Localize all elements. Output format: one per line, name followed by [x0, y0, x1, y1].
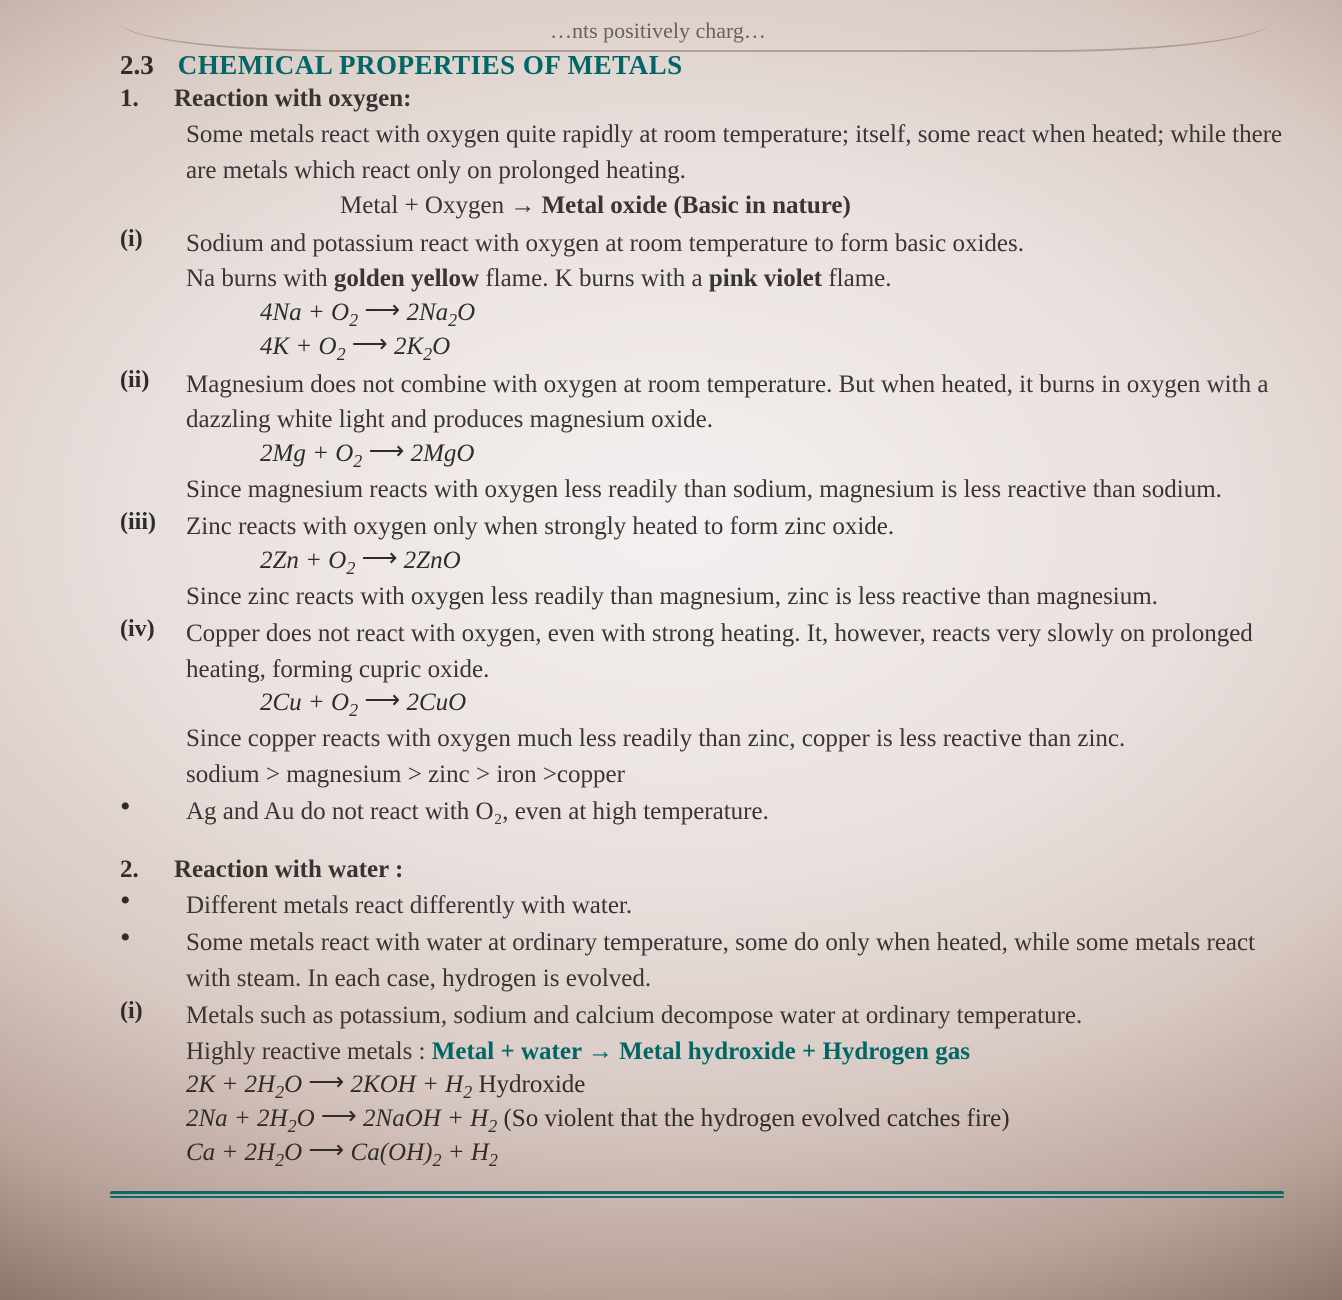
roman-i-2: (i) — [120, 998, 174, 1171]
item-1-intro: Some metals react with oxygen quite rapi… — [186, 117, 1284, 188]
page-top-curve — [120, 22, 1270, 52]
general-equation: Metal + Oxygen → Metal oxide (Basic in n… — [340, 188, 1284, 224]
p2-i-text: Metals such as potassium, sodium and cal… — [186, 998, 1284, 1034]
bottom-rule — [110, 1191, 1284, 1198]
bullet-icon: • — [120, 925, 174, 996]
roman-ii: (ii) — [120, 367, 174, 438]
eq-k: 4K + O2 ⟶ 2K2O — [260, 331, 1284, 365]
ii-text: Magnesium does not combine with oxygen a… — [186, 367, 1284, 438]
reactivity-order: sodium > magnesium > zinc > iron >copper — [186, 757, 1284, 793]
item-2-heading: Reaction with water : — [174, 856, 403, 884]
eq-koh: 2K + 2H2O ⟶ 2KOH + H2 Hydroxide — [186, 1069, 1284, 1103]
eq-cu: 2Cu + O2 ⟶ 2CuO — [260, 687, 1284, 721]
general-eq-pre: Metal + Oxygen → — [340, 192, 542, 219]
section-number: 2.3 — [120, 50, 154, 81]
item-2-number: 2. — [120, 856, 150, 884]
agau-bullet: Ag and Au do not react with O₂, even at … — [186, 794, 1284, 830]
roman-iv: (iv) — [120, 616, 174, 687]
item-1-number: 1. — [120, 85, 150, 113]
ii-after: Since magnesium reacts with oxygen less … — [186, 472, 1284, 508]
iv-after: Since copper reacts with oxygen much les… — [186, 721, 1284, 757]
bullet-icon: • — [120, 888, 174, 924]
iv-text: Copper does not react with oxygen, even … — [186, 616, 1284, 687]
iii-after: Since zinc reacts with oxygen less readi… — [186, 579, 1284, 615]
p2-b1: Different metals react differently with … — [186, 888, 1284, 924]
item-1-heading: Reaction with oxygen: — [174, 85, 411, 113]
eq-zn: 2Zn + O2 ⟶ 2ZnO — [260, 545, 1284, 579]
section-title: CHEMICAL PROPERTIES OF METALS — [178, 50, 683, 81]
eq-caoh: Ca + 2H2O ⟶ Ca(OH)2 + H2 — [186, 1137, 1284, 1171]
iii-text: Zinc reacts with oxygen only when strong… — [186, 509, 1284, 545]
eq-naoh: 2Na + 2H2O ⟶ 2NaOH + H2 (So violent that… — [186, 1103, 1284, 1137]
eq-na: 4Na + O2 ⟶ 2Na2O — [260, 297, 1284, 331]
p2-b2: Some metals react with water at ordinary… — [186, 925, 1284, 996]
eq-mg: 2Mg + O2 ⟶ 2MgO — [260, 438, 1284, 472]
bullet-icon: • — [120, 794, 174, 830]
page-content: …nts positively charg… 2.3 CHEMICAL PROP… — [0, 0, 1342, 1218]
roman-i: (i) — [120, 226, 174, 297]
general-eq-post: Metal oxide (Basic in nature) — [542, 192, 851, 219]
roman-iii: (iii) — [120, 509, 174, 545]
i-text-a: Sodium and potassium react with oxygen a… — [186, 226, 1284, 262]
highly-reactive: Highly reactive metals : Metal + water →… — [186, 1034, 1284, 1070]
i-text-b: Na burns with golden yellow flame. K bur… — [186, 261, 1284, 297]
